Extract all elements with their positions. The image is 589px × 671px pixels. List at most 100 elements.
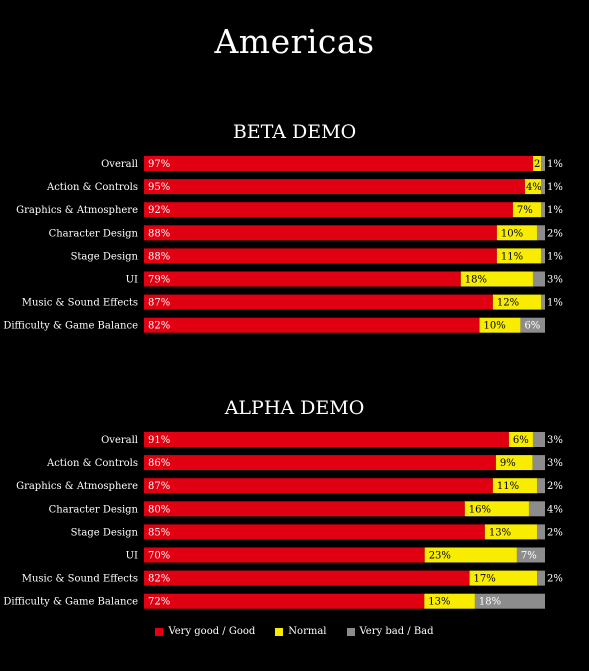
bar-segment-good <box>144 271 461 287</box>
bar-segment-normal <box>460 271 533 287</box>
legend-swatch-normal <box>275 627 284 636</box>
bar-segment-normal <box>484 524 537 540</box>
legend: Very good / Good Normal Very bad / Bad <box>0 626 589 637</box>
bar-segment-bad <box>536 478 545 494</box>
value-label-bad: 2% <box>547 574 563 585</box>
value-label-normal: 18% <box>465 275 487 286</box>
value-label-good: 91% <box>148 435 170 446</box>
bar-segment-normal <box>524 179 541 195</box>
category-label: Stage Design <box>71 251 139 262</box>
bar-segment-bad <box>540 294 545 310</box>
bar-segment-normal <box>495 455 533 471</box>
bar-segment-good <box>144 593 425 609</box>
value-label-good: 86% <box>148 458 170 469</box>
category-label: Character Design <box>49 228 139 239</box>
value-label-good: 79% <box>148 275 170 286</box>
legend-label-good: Very good / Good <box>168 626 256 637</box>
category-label: Music & Sound Effects <box>22 574 138 585</box>
bar-segment-bad <box>540 179 545 195</box>
bar-segment-bad <box>536 225 545 241</box>
value-label-bad: 4% <box>547 504 563 515</box>
value-label-normal: 10% <box>501 228 523 239</box>
value-label-bad: 1% <box>547 251 563 262</box>
value-label-bad: 7% <box>521 551 537 562</box>
value-label-good: 70% <box>148 551 170 562</box>
bar-segment-normal <box>424 593 475 609</box>
value-label-good: 87% <box>148 298 170 309</box>
legend-item-normal: Normal <box>275 626 327 637</box>
bar-segment-good <box>144 156 533 171</box>
category-label: Stage Design <box>71 527 139 538</box>
legend-label-normal: Normal <box>288 626 327 637</box>
bar-segment-good <box>144 570 470 586</box>
bar-segment-good <box>144 294 493 310</box>
bar-segment-bad <box>516 547 545 563</box>
bar-segment-normal <box>532 156 541 171</box>
bar-segment-bad <box>520 317 545 333</box>
chart-title: ALPHA DEMO <box>224 397 365 419</box>
category-label: Overall <box>101 435 138 446</box>
value-label-bad: 18% <box>479 597 501 608</box>
bar-segment-bad <box>540 248 545 264</box>
value-label-good: 92% <box>148 205 170 216</box>
page-title: Americas <box>214 22 375 61</box>
value-label-normal: 23% <box>429 551 451 562</box>
bar-segment-bad <box>532 432 545 447</box>
value-label-normal: 17% <box>474 574 496 585</box>
value-label-bad: 2% <box>547 481 563 492</box>
bar-segment-good <box>144 501 465 517</box>
value-label-bad: 2% <box>547 527 563 538</box>
category-label: Music & Sound Effects <box>22 298 138 309</box>
value-label-good: 88% <box>148 251 170 262</box>
bar-segment-bad <box>536 524 545 540</box>
value-label-good: 85% <box>148 527 170 538</box>
bar-segment-bad <box>532 271 545 287</box>
bar-segment-bad <box>540 202 545 218</box>
legend-swatch-bad <box>346 627 355 636</box>
bar-segment-normal <box>512 202 541 218</box>
bar-segment-bad <box>537 570 545 586</box>
bar-segment-normal <box>496 225 537 241</box>
bar-segment-good <box>144 455 496 471</box>
value-label-bad: 3% <box>547 458 563 469</box>
bar-segment-good <box>144 179 525 195</box>
legend-item-bad: Very bad / Bad <box>346 626 434 637</box>
bar-segment-good <box>144 202 513 218</box>
value-label-bad: 1% <box>547 298 563 309</box>
value-label-bad: 2% <box>547 228 563 239</box>
bar-segment-good <box>144 478 493 494</box>
value-label-good: 95% <box>148 182 170 193</box>
value-label-normal: 4% <box>526 182 542 193</box>
category-label: Character Design <box>49 504 139 515</box>
value-label-bad: 6% <box>524 321 540 332</box>
value-label-bad: 3% <box>547 275 563 286</box>
bar-segment-normal <box>469 570 538 586</box>
value-label-normal: 6% <box>513 435 529 446</box>
legend-swatch-good <box>155 627 164 636</box>
value-label-normal: 13% <box>489 527 511 538</box>
bar-segment-good <box>144 547 425 563</box>
value-label-normal: 12% <box>497 298 519 309</box>
value-label-bad: 1% <box>547 205 563 216</box>
category-label: Overall <box>101 159 138 170</box>
bar-segment-normal <box>492 478 537 494</box>
bar-segment-bad <box>528 501 545 517</box>
category-label: UI <box>126 275 138 286</box>
category-label: Action & Controls <box>46 458 138 469</box>
bar-segment-bad <box>532 455 545 471</box>
value-label-normal: 7% <box>517 205 533 216</box>
bar-segment-bad <box>474 593 545 609</box>
value-label-bad: 3% <box>547 435 563 446</box>
bar-segment-normal <box>479 317 521 333</box>
value-label-good: 82% <box>148 574 170 585</box>
bar-segment-good <box>144 524 485 540</box>
value-label-normal: 10% <box>484 321 506 332</box>
bar-segment-good <box>144 225 497 241</box>
value-label-normal: 16% <box>469 504 491 515</box>
bar-segment-normal <box>496 248 541 264</box>
bar-segment-normal <box>492 294 541 310</box>
value-label-good: 80% <box>148 504 170 515</box>
category-label: Graphics & Atmosphere <box>16 481 138 492</box>
value-label-good: 88% <box>148 228 170 239</box>
